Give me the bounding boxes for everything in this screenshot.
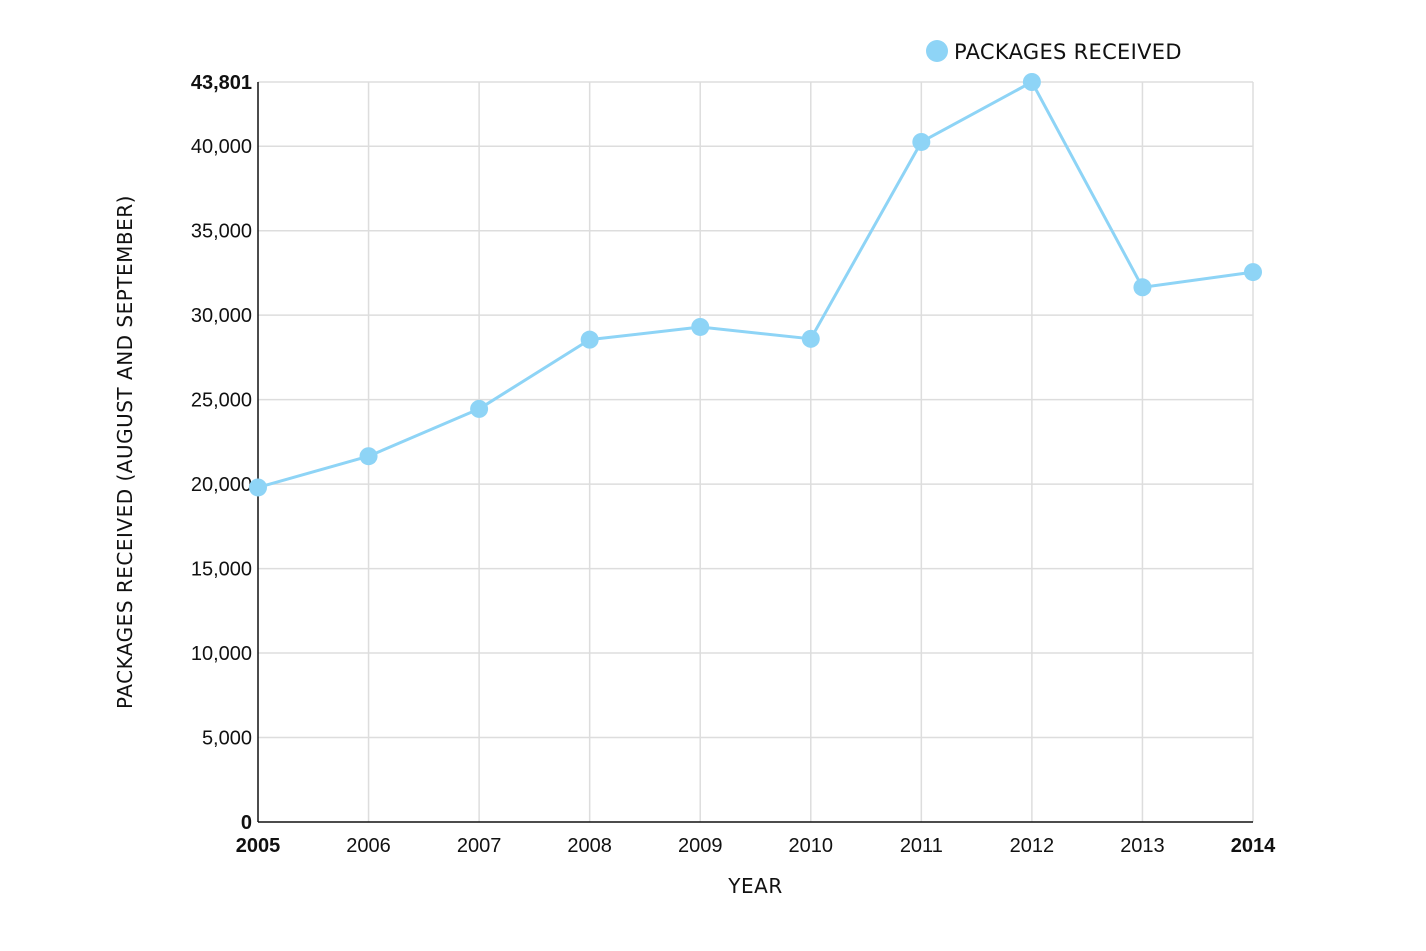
- y-tick-label: 0: [241, 812, 252, 834]
- y-tick-label: 5,000: [202, 728, 252, 750]
- data-point: [1022, 73, 1041, 91]
- y-tick-label: 40,000: [191, 136, 252, 158]
- y-tick-label: 43,801: [191, 72, 252, 94]
- data-point: [1244, 263, 1262, 282]
- y-tick-label: 10,000: [191, 643, 252, 665]
- y-tick-label: 20,000: [191, 474, 252, 496]
- y-axis-title: PACKAGES RECEIVED (AUGUST AND SEPTEMBER): [113, 195, 137, 709]
- data-point: [691, 317, 710, 336]
- tick-labels: 0 5,000 10,000 15,000 20,000 25,000 30,000 35,0…: [191, 72, 1276, 857]
- legend-label: PACKAGES RECEIVED: [954, 40, 1182, 64]
- data-point: [1133, 278, 1152, 297]
- axes: [257, 82, 1253, 823]
- data-point: [801, 329, 820, 348]
- x-tick-label: 2010: [789, 835, 834, 857]
- y-tick-label: 30,000: [191, 305, 252, 327]
- y-tick-label: 25,000: [191, 390, 252, 412]
- data-point: [580, 330, 599, 349]
- x-tick-label: 2008: [567, 835, 612, 857]
- data-point: [912, 132, 931, 151]
- data-point: [249, 478, 267, 497]
- legend: PACKAGES RECEIVED: [926, 40, 1182, 64]
- data-point: [359, 447, 378, 466]
- series-line: [257, 80, 1254, 489]
- x-tick-label: 2009: [678, 835, 723, 857]
- series: [249, 73, 1262, 497]
- legend-swatch: [926, 40, 948, 62]
- x-tick-label: 2011: [900, 835, 943, 857]
- x-tick-label: 2012: [1010, 835, 1055, 857]
- x-tick-label: 2005: [236, 835, 281, 857]
- y-tick-label: 35,000: [191, 221, 252, 243]
- x-axis-title: YEAR: [727, 874, 782, 898]
- data-point: [470, 399, 489, 418]
- x-tick-label: 2007: [457, 835, 502, 857]
- grid: [258, 81, 1254, 822]
- x-tick-label: 2014: [1231, 835, 1276, 857]
- y-tick-label: 15,000: [191, 559, 252, 581]
- x-tick-label: 2006: [346, 835, 391, 857]
- x-tick-label: 2013: [1120, 835, 1165, 857]
